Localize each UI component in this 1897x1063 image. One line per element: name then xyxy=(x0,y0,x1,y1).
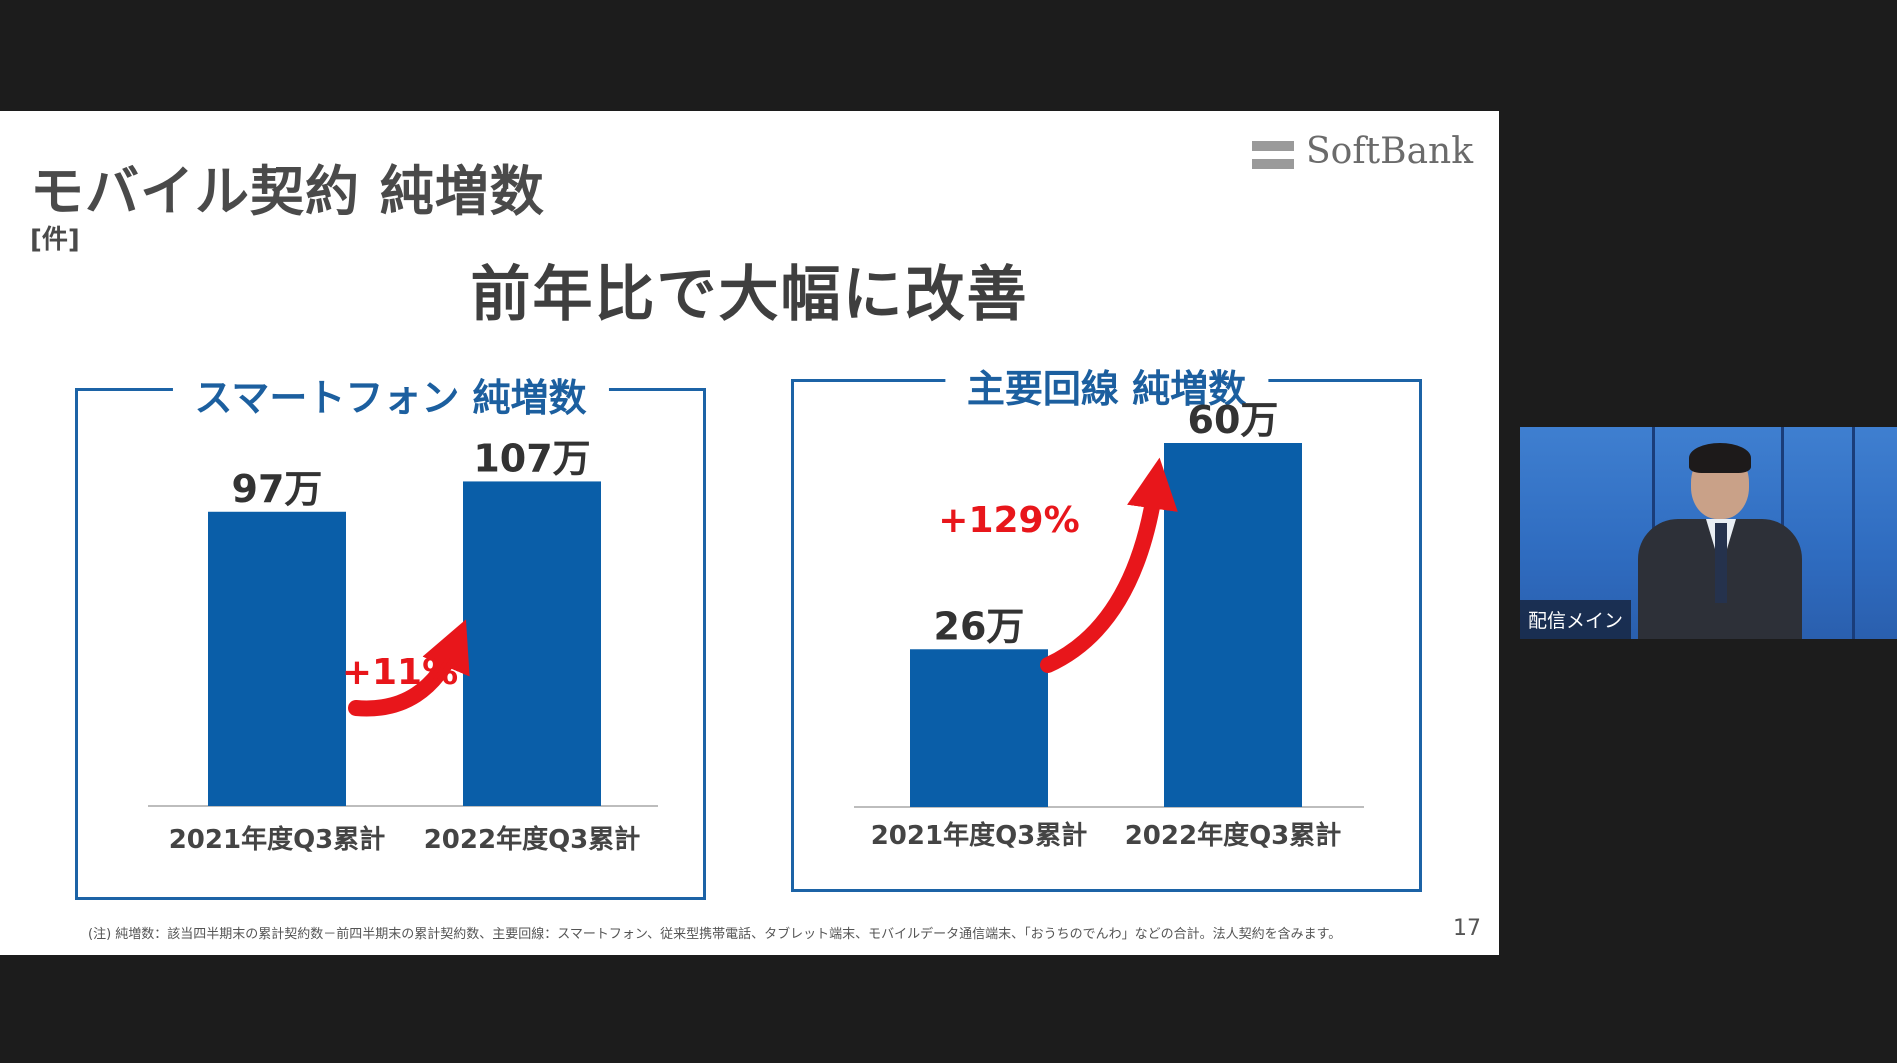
background-pillar xyxy=(1852,427,1855,639)
page-number: 17 xyxy=(1453,916,1481,941)
category-label: 2021年度Q3累計 xyxy=(169,824,386,855)
presenter-label: 配信メイン xyxy=(1520,600,1632,639)
smartphone-net-adds-chart: スマートフォン 純増数 97万 2021年度Q3累計 107万 2022年度Q3累計 +… xyxy=(75,367,706,900)
data-label: 60万 xyxy=(1188,398,1279,442)
chart-title: スマートフォン 純増数 xyxy=(172,367,609,422)
growth-arrow xyxy=(1040,457,1178,673)
presenter-video[interactable]: 配信メイン xyxy=(1520,427,1897,639)
chart-plot: 26万 2021年度Q3累計 60万 2022年度Q3累計 +129% xyxy=(854,398,1364,851)
bar xyxy=(463,481,601,806)
main-lines-net-adds-chart: 主要回線 純増数 26万 2021年度Q3累計 60万 2022年度Q3累計 +129% xyxy=(791,358,1422,892)
data-label: 26万 xyxy=(934,604,1025,648)
category-label: 2022年度Q3累計 xyxy=(1125,820,1342,851)
chart-plot: 97万 2021年度Q3累計 107万 2022年度Q3累計 +11% xyxy=(148,436,658,855)
slide-title: モバイル契約 純増数 xyxy=(30,160,545,223)
logo-text: SoftBank xyxy=(1306,131,1474,172)
softbank-logo: SoftBank xyxy=(1252,131,1482,172)
presenter-hair xyxy=(1689,443,1751,473)
footnote: (注) 純増数：該当四半期末の累計契約数－前四半期末の累計契約数、主要回線：スマ… xyxy=(88,927,1342,942)
bar xyxy=(208,511,346,806)
presentation-slide: モバイル契約 純増数 [件] SoftBank 前年比で大幅に改善 スマートフォ… xyxy=(0,111,1499,955)
bar xyxy=(1164,443,1302,807)
category-label: 2022年度Q3累計 xyxy=(424,824,641,855)
presenter-tie xyxy=(1715,523,1727,603)
unit-label: [件] xyxy=(30,225,80,255)
category-label: 2021年度Q3累計 xyxy=(871,820,1088,851)
growth-label: +129% xyxy=(938,500,1079,541)
data-label: 97万 xyxy=(232,467,323,511)
growth-arrow xyxy=(348,619,470,717)
chart-title: 主要回線 純増数 xyxy=(944,358,1269,413)
logo-mark-icon xyxy=(1252,141,1294,171)
growth-label: +11% xyxy=(342,652,458,693)
data-label: 107万 xyxy=(473,436,590,480)
bar xyxy=(910,649,1048,807)
headline: 前年比で大幅に改善 xyxy=(470,260,1029,330)
